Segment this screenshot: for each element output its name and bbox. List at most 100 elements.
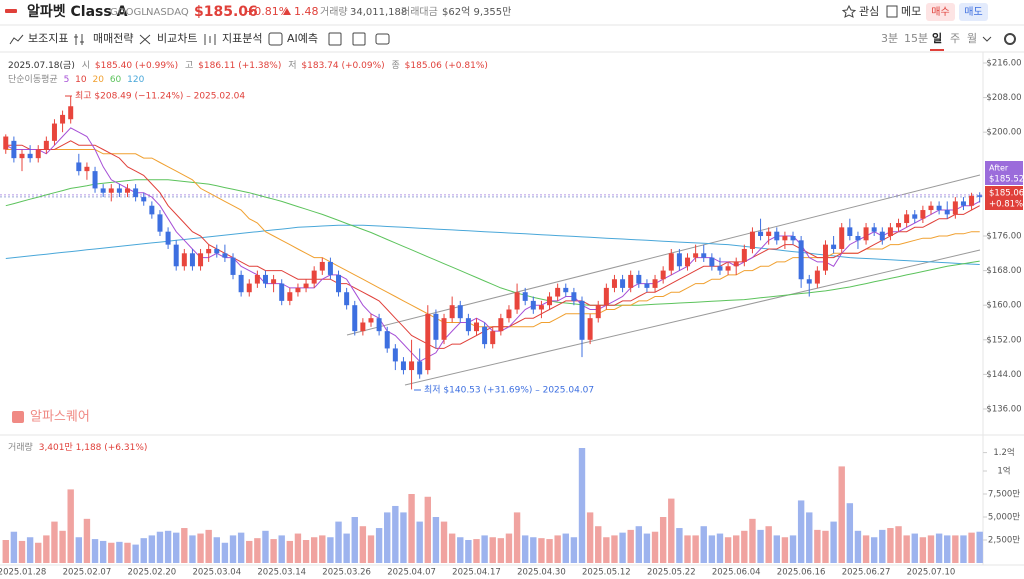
info-label: 저: [288, 60, 296, 71]
buy-button-bg[interactable]: [926, 3, 955, 21]
volume-bar: [733, 535, 740, 563]
info-label: 고: [185, 61, 193, 71]
candle-body: [311, 270, 317, 284]
candle-body: [457, 305, 463, 319]
volume-bar: [643, 533, 651, 563]
candle-body: [644, 283, 650, 288]
volume-bar: [903, 535, 910, 563]
volume-bar: [724, 537, 732, 563]
volume-bar: [43, 535, 50, 563]
period[interactable]: 15분: [904, 32, 928, 45]
candle-body: [766, 231, 772, 236]
tool[interactable]: 비교차트: [157, 32, 197, 45]
info-value: $185.40 (+0.99%): [95, 61, 178, 71]
change-pct: +0.81%: [245, 5, 289, 18]
candle-body: [376, 318, 382, 332]
candle-body: [433, 313, 439, 340]
volume-bar: [67, 489, 74, 563]
volume-bar: [870, 537, 878, 563]
candle-body: [198, 253, 204, 267]
candle-body: [336, 274, 342, 293]
y-tick-label: $144.00: [986, 370, 1021, 380]
candle-body: [636, 274, 642, 284]
x-tick-label: 2025.06.16: [777, 568, 826, 578]
candle-body: [571, 292, 577, 301]
period[interactable]: 월: [967, 32, 977, 45]
x-tick-label: 2025.04.07: [387, 568, 436, 578]
volume-bar: [773, 535, 780, 563]
legend-entry: 5: [64, 75, 70, 85]
candle-body: [798, 240, 804, 280]
volume-bar: [595, 526, 602, 563]
legend-entry: 60: [110, 75, 122, 85]
candle-body: [125, 188, 131, 193]
tool[interactable]: 보조지표: [28, 32, 68, 45]
price: $185.06: [194, 4, 258, 20]
volume-bar: [895, 526, 902, 563]
candle-body: [262, 274, 268, 284]
candle-body: [969, 195, 975, 206]
volume-bar: [124, 542, 131, 563]
candle-body: [92, 171, 98, 189]
y-tick-label: $176.00: [986, 231, 1021, 241]
candle-body: [847, 227, 853, 236]
candle-body: [360, 322, 366, 332]
memo-icon[interactable]: [886, 5, 898, 18]
square-tool[interactable]: [328, 32, 342, 46]
tool-icon: [139, 34, 151, 45]
candle-body: [863, 227, 869, 241]
candle-body: [904, 214, 910, 224]
candle-body: [498, 318, 504, 332]
candle-body: [547, 296, 553, 306]
volume: 34,011,188: [350, 7, 407, 18]
candle-body: [27, 153, 33, 159]
candle-body: [741, 248, 747, 262]
volume-bar: [148, 535, 156, 563]
volume-bar: [935, 533, 943, 563]
tool[interactable]: AI예측: [287, 32, 318, 45]
volume-bar: [765, 526, 772, 563]
candle-body: [303, 283, 309, 288]
watch-button[interactable]: 관심: [859, 5, 879, 18]
candle-body: [425, 313, 431, 371]
candle-body: [839, 227, 845, 249]
period[interactable]: 3분: [881, 32, 898, 45]
y-tick-label: $200.00: [986, 128, 1021, 138]
memo-button[interactable]: 메모: [901, 5, 921, 18]
tool[interactable]: 매매전략: [93, 32, 133, 45]
capture-tool[interactable]: [375, 33, 390, 45]
candle-body: [214, 248, 220, 254]
y-tick-label: 1억: [997, 466, 1010, 477]
candle-body: [246, 283, 252, 293]
info-value: $185.06 (+0.81%): [405, 61, 488, 71]
tool-icon: [204, 34, 216, 45]
volume-bar: [278, 535, 285, 563]
info-value: $186.11 (+1.38%): [198, 61, 281, 71]
buy-button[interactable]: 매수: [931, 6, 949, 18]
amount: $62억 9,355만: [442, 6, 511, 18]
sell-button-bg[interactable]: [959, 3, 988, 21]
candle-body: [222, 253, 228, 258]
candle-body: [271, 279, 277, 284]
candle-body: [831, 244, 837, 249]
volume-bar: [2, 540, 9, 563]
settings[interactable]: [1004, 33, 1016, 45]
sell-button[interactable]: 매도: [964, 6, 982, 18]
volume-bar: [432, 517, 440, 563]
x-tick-label: 2025.04.30: [517, 568, 566, 578]
period[interactable]: 주: [950, 32, 960, 45]
legend-entry: 20: [93, 75, 105, 85]
share-tool[interactable]: [352, 32, 366, 46]
volume-bar: [700, 526, 707, 563]
volume-subtitle: 3,401만 1,188 (+6.31%): [39, 442, 148, 453]
dropdown[interactable]: [982, 36, 992, 42]
tool[interactable]: 지표분석: [222, 32, 262, 45]
period-active[interactable]: 일: [932, 31, 942, 45]
volume-bar: [294, 533, 302, 563]
candle-body: [141, 197, 147, 202]
star-icon[interactable]: [841, 4, 857, 18]
candle-body: [977, 195, 983, 197]
candle-body: [693, 253, 699, 258]
volume-bar: [489, 537, 496, 563]
